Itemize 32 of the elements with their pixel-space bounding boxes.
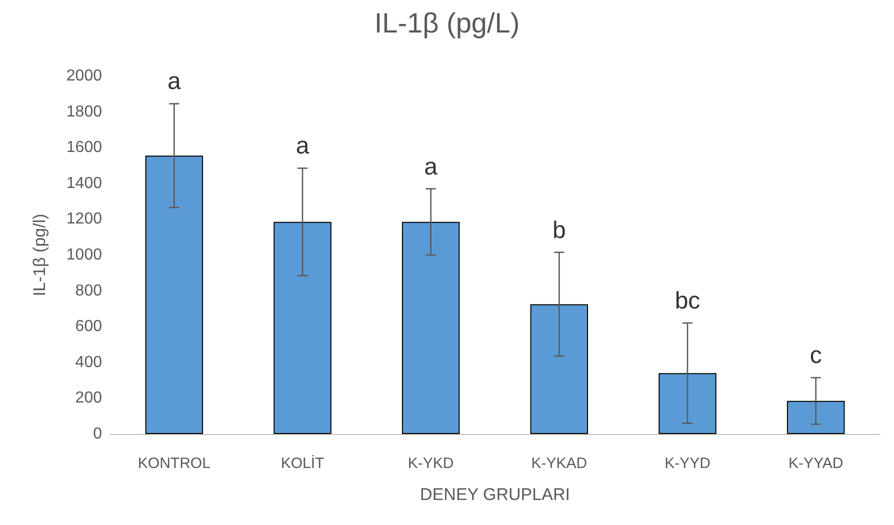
x-tick-label: K-YYAD [788,455,844,472]
x-tick-label: K-YKAD [531,455,588,472]
bar [402,222,460,434]
y-tick-label: 1200 [66,210,102,228]
x-tick-label: K-YKD [408,455,454,472]
y-tick-label: 0 [93,426,102,442]
bar [530,304,588,434]
x-axis-title: DENEY GRUPLARI [420,485,570,504]
annotation: bc [674,288,700,315]
y-tick-label: 600 [75,318,102,336]
annotation: a [296,132,310,160]
bar [658,373,716,434]
annotation: b [552,216,566,244]
annotation: a [167,68,182,96]
y-axis-title: IL-1β (pg/l) [30,214,49,296]
x-tick-label: KONTROL [138,455,210,472]
y-tick-label: 800 [75,282,102,300]
chart-title: IL-1β (pg/L) [374,8,520,38]
bar [145,156,204,434]
x-tick-label: KOLİT [280,454,324,472]
y-tick-label: 1600 [66,139,102,156]
y-tick-label: 2000 [66,68,102,84]
y-tick-label: 1000 [66,246,102,264]
y-tick-label: 1800 [66,103,102,120]
bar [274,222,332,434]
y-tick-label: 400 [75,354,102,371]
bar [786,400,845,434]
x-tick-label: K-YYD [664,455,711,472]
annotation: a [424,153,438,180]
y-tick-label: 1400 [66,174,102,192]
annotation: c [810,342,822,370]
y-tick-label: 200 [75,390,102,407]
